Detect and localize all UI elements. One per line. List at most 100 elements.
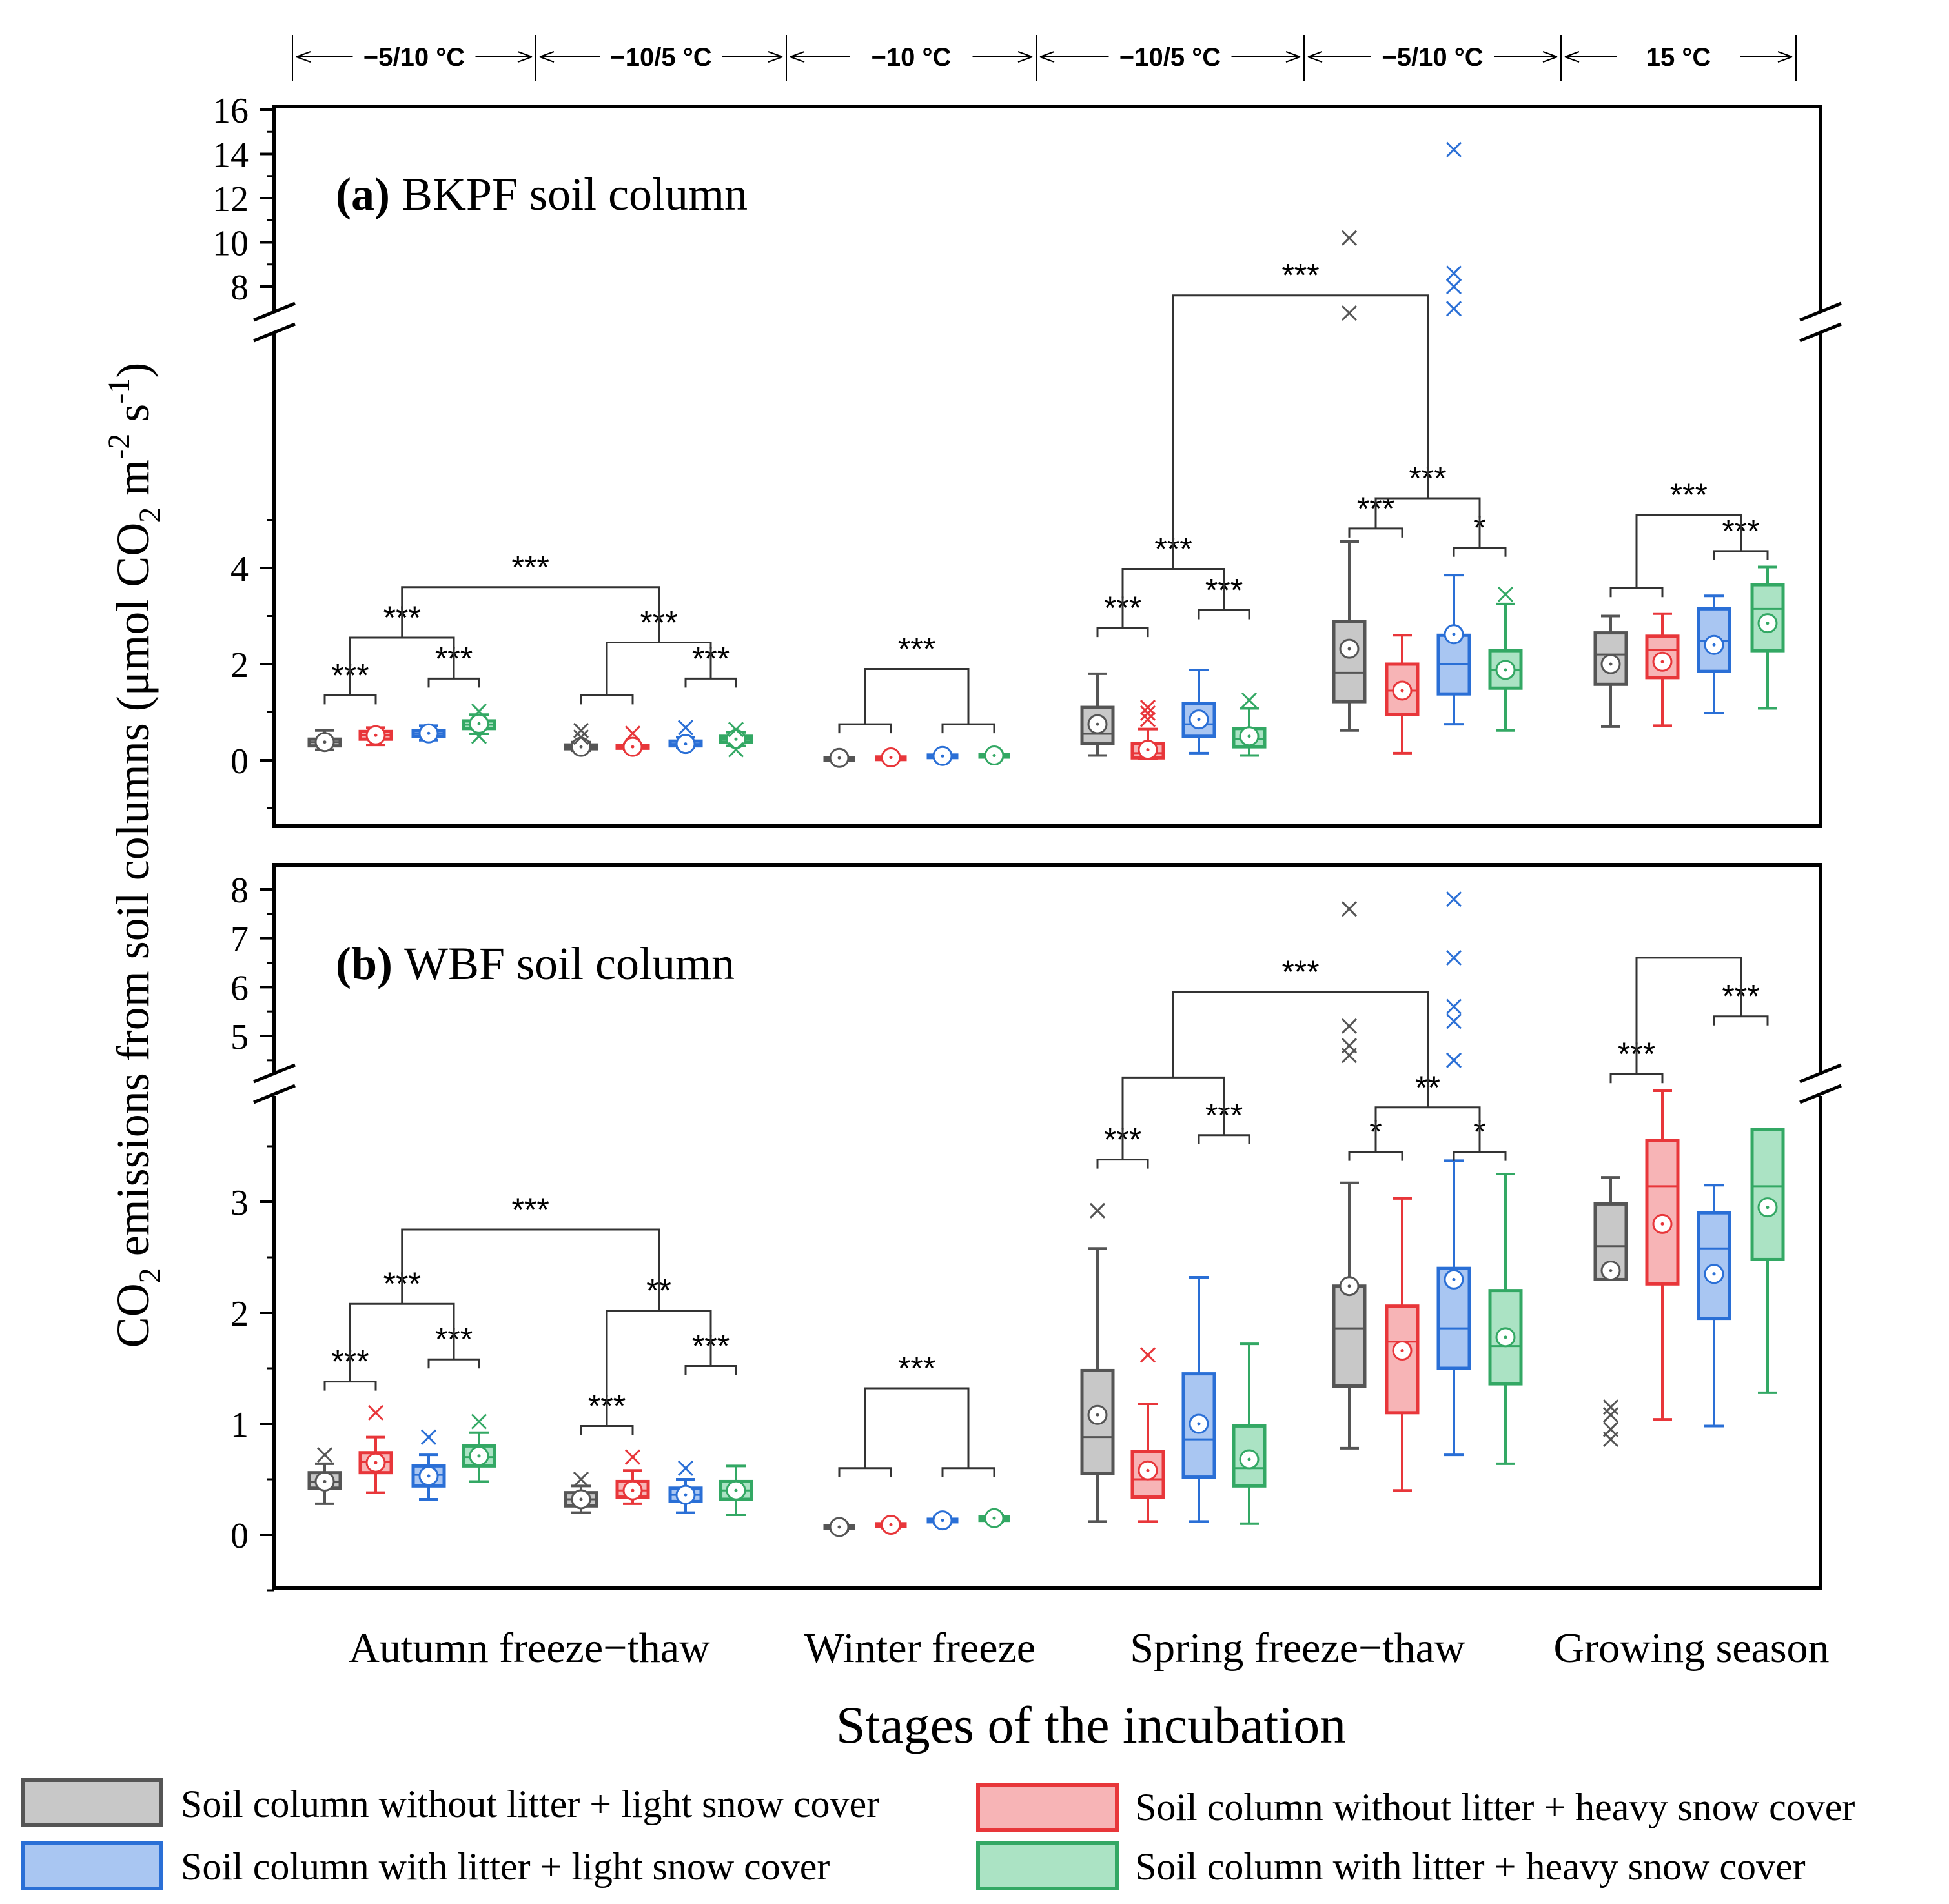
panel-a-upper-tick-label-4: 16	[212, 91, 249, 131]
panel-b-sig-1	[427, 1358, 480, 1369]
panel-a-group-3-box-gray-mean-dot	[1096, 722, 1099, 726]
panel-b-sig-4	[684, 1365, 737, 1375]
panel-b-group-3-box-green-mean-dot	[1247, 1457, 1251, 1461]
panel-b-wbf: (b) WBF soil column 01235678*************…	[230, 863, 1842, 1592]
panel-b-group-1-box-blue-mean-dot	[684, 1493, 688, 1497]
panel-a-sig-7	[838, 723, 892, 734]
panel-b-group-0-box-green-outlier-0	[471, 1413, 487, 1430]
panel-a-group-5-box-blue-mean-dot	[1712, 643, 1716, 647]
panel-b-upper-tick-label-3: 8	[230, 871, 249, 911]
panel-a-group-0-box-green-outlier-1	[471, 728, 487, 744]
panel-a-group-1-box-red-mean-dot	[631, 745, 635, 749]
panel-a-sig-16-label: ***	[1281, 258, 1319, 294]
panel-a-group-0-box-green-outlier-0	[471, 703, 487, 720]
panel-b-sig-16-label: ***	[1281, 954, 1319, 990]
panel-b-sig-6-label: ***	[511, 1191, 549, 1228]
panel-b-group-1-box-green-mean-dot	[734, 1488, 738, 1492]
panel-a-group-2-box-gray-mean-dot	[837, 756, 841, 760]
header-arrowhead-left-5	[1564, 51, 1580, 63]
panel-a-group-0-box-green-mean-dot	[477, 722, 481, 725]
header-arrowhead-right-0	[517, 51, 533, 63]
panel-a-group-4-box-gray-outlier-1	[1341, 305, 1358, 321]
x-axis-label: Stages of the incubation	[836, 1696, 1346, 1754]
panel-a-sig-17	[1713, 550, 1769, 560]
panel-a-title: (a) BKPF soil column	[336, 168, 748, 220]
panel-a-group-5-box-green-mean-dot	[1766, 622, 1770, 625]
panel-b-group-4-box-gray	[1332, 1284, 1367, 1388]
header-arrowhead-right-2	[1017, 51, 1033, 63]
panel-a-lower-tick-label-1: 2	[230, 645, 249, 685]
panel-a-frame	[272, 105, 1822, 828]
panel-a-sig-11	[1198, 609, 1250, 620]
header-temp-label-1: −10/5 °C	[610, 43, 711, 72]
panel-b-lower-tick-label-2: 2	[230, 1294, 249, 1334]
header-arrowhead-left-0	[296, 51, 311, 63]
panel-b-group-4-box-gray-outlier-3	[1341, 1048, 1358, 1064]
panel-b-group-4-box-blue-outlier-1	[1445, 949, 1462, 966]
panel-a-group-0-box-red-mean-dot	[374, 733, 378, 737]
panel-a-sig-8	[941, 723, 995, 734]
panel-a-group-4-box-blue-mean-dot	[1452, 633, 1456, 636]
panel-b-group-5-box-red	[1645, 1139, 1680, 1286]
legend: Soil column without litter + light snow …	[21, 1778, 1855, 1890]
panel-a-group-1-box-gray-mean-dot	[579, 745, 583, 749]
panel-a-group-4-box-blue-outlier-0	[1445, 141, 1462, 157]
panel-a-group-3-box-gray	[1080, 705, 1115, 745]
panel-a-group-5-box-red-mean-dot	[1660, 660, 1664, 663]
stage-label-winter: Winter freeze	[804, 1625, 1036, 1672]
panel-b-group-1-box-blue-outlier-0	[677, 1460, 694, 1476]
panel-b-upper-tick-label-0: 5	[230, 1017, 249, 1057]
panel-b-group-5-box-green	[1750, 1128, 1785, 1261]
panel-b-sig-7	[838, 1467, 892, 1477]
legend-swatch-gray	[21, 1778, 163, 1827]
panel-b-group-4-box-gray-outlier-0	[1341, 901, 1358, 917]
panel-b-group-2-box-green-mean-dot	[992, 1516, 996, 1520]
panel-a-group-3-box-red-outlier-0	[1139, 699, 1156, 716]
panel-b-group-0-box-red-outlier-0	[367, 1404, 384, 1421]
panel-b-sig-18	[1713, 1015, 1769, 1026]
panel-a-group-3-box-green-mean-dot	[1247, 734, 1251, 738]
stage-label-spring: Spring freeze−thaw	[1130, 1625, 1465, 1672]
panel-b-group-0-box-green-mean-dot	[477, 1454, 481, 1458]
panel-b-sig-15	[1374, 1106, 1481, 1152]
panel-b-group-4-box-gray-mean-dot	[1347, 1284, 1351, 1288]
legend-swatch-blue	[21, 1841, 163, 1890]
panel-a-group-1-box-blue-outlier-0	[677, 720, 694, 736]
panel-b-group-2-box-blue-mean-dot	[941, 1519, 944, 1523]
temperature-header: −5/10 °C −10/5 °C −10 °C −10/5 °C −5/10 °C 15…	[292, 35, 1797, 81]
panel-b-group-0-box-gray-outlier-0	[316, 1447, 333, 1463]
panel-a-group-0-box-blue-mean-dot	[427, 731, 431, 735]
panel-b-group-5-box-gray-mean-dot	[1609, 1269, 1613, 1273]
panel-b-group-5-box-green-mean-dot	[1766, 1206, 1770, 1210]
panel-b-group-1-box-red-mean-dot	[631, 1488, 635, 1492]
panel-a-sig-16	[1172, 294, 1429, 569]
panel-b-group-0-box-blue-mean-dot	[427, 1474, 431, 1478]
panel-a-sig-1	[427, 677, 480, 688]
panel-b-break-slash-top-1	[1799, 1063, 1842, 1084]
panel-a-group-1-box-green-mean-dot	[734, 737, 738, 741]
panel-b-group-2-box-red-mean-dot	[889, 1523, 893, 1527]
header-arrowhead-left-2	[790, 51, 805, 63]
panel-b-group-5-box-gray-outlier-0	[1602, 1399, 1619, 1415]
panel-b-group-3-box-red-mean-dot	[1146, 1468, 1150, 1472]
panel-b-break-slash-top-0	[253, 1063, 296, 1084]
panel-a-group-5-box-gray	[1593, 631, 1628, 686]
panel-b-sig-16	[1172, 991, 1429, 1108]
panel-a-group-2-box-blue-mean-dot	[941, 754, 944, 758]
panel-a-sig-19-label: ***	[1670, 477, 1708, 513]
stage-label-growing: Growing season	[1553, 1625, 1829, 1672]
legend-label-gray: Soil column without litter + light snow …	[181, 1783, 879, 1825]
panel-b-sig-13	[1348, 1151, 1403, 1161]
panel-a-group-0-box-gray-mean-dot	[323, 740, 327, 744]
panel-a-sig-0	[323, 694, 377, 705]
panel-a-break-slash-top-1	[1799, 301, 1842, 322]
header-arrowhead-left-3	[1039, 51, 1055, 63]
panel-b-sig-17	[1609, 1073, 1664, 1084]
legend-swatch-green	[976, 1841, 1119, 1890]
panel-b-group-3-box-red-outlier-0	[1139, 1347, 1156, 1363]
panel-b-group-4-box-blue-mean-dot	[1452, 1277, 1456, 1281]
panel-b-frame	[272, 863, 1822, 1590]
panel-a-sig-4	[684, 677, 737, 688]
legend-swatch-red	[976, 1783, 1119, 1832]
panel-a-sig-9	[864, 667, 970, 725]
